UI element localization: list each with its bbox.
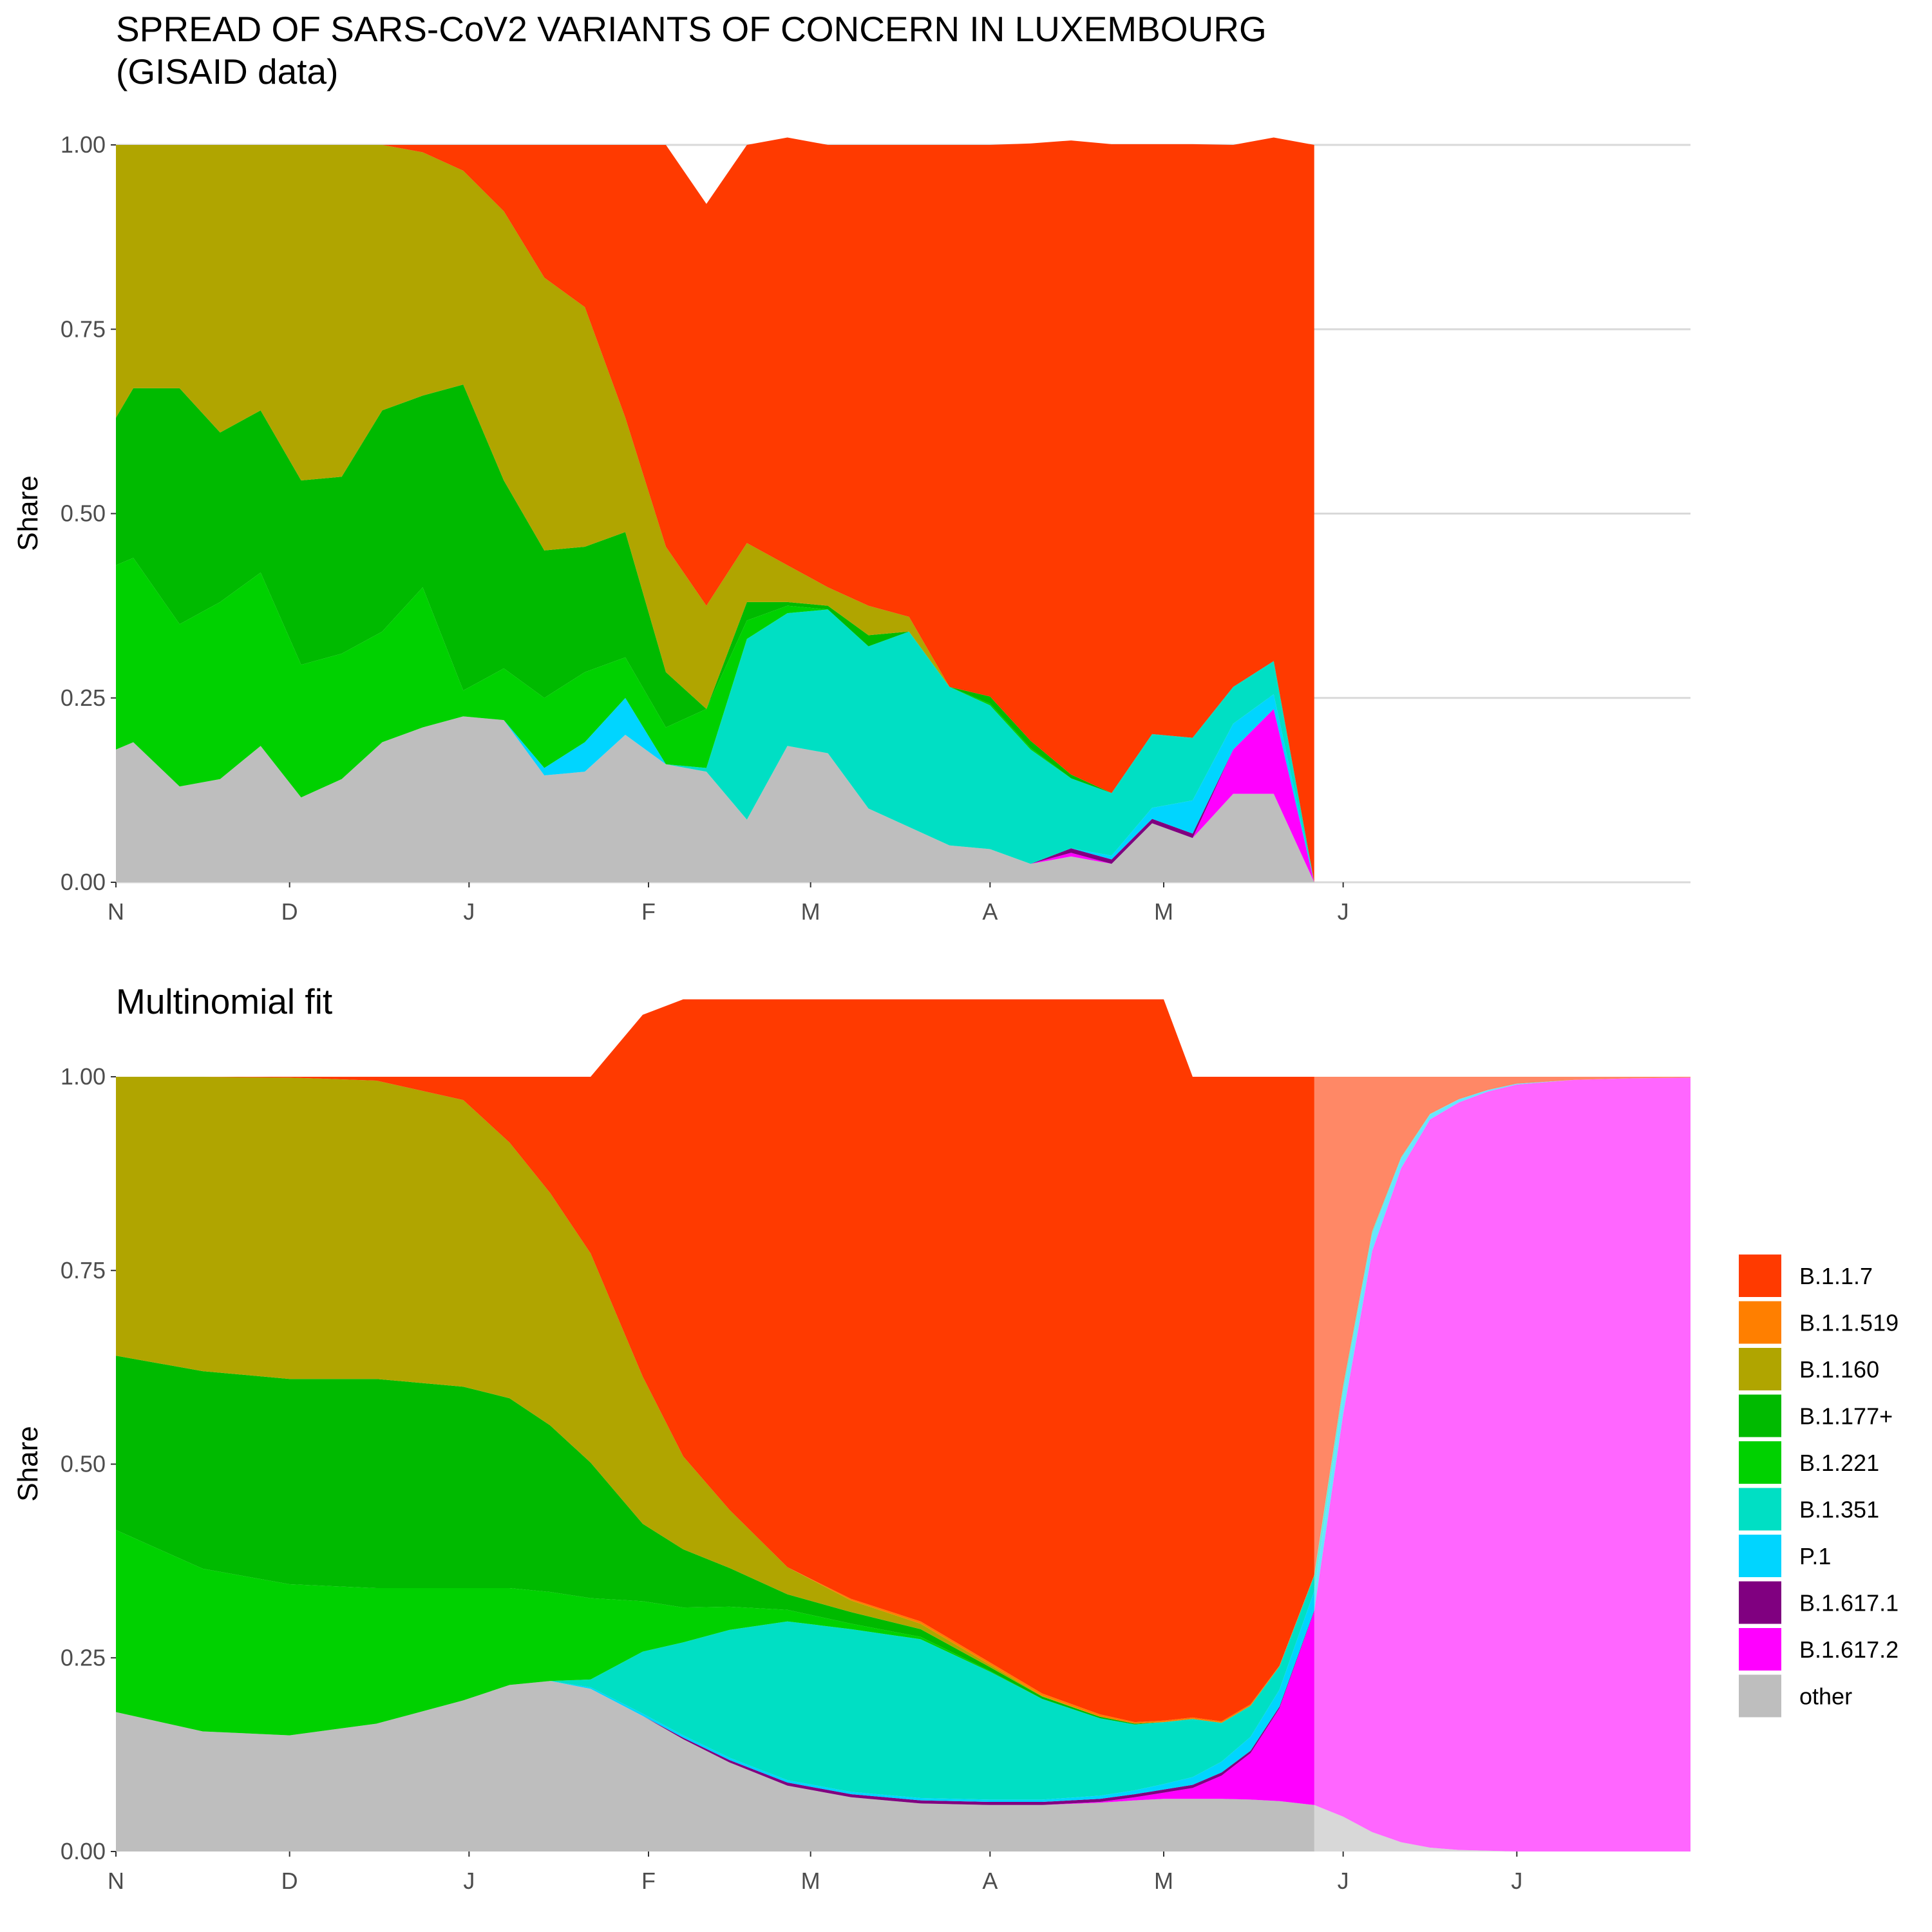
- y-tick-label: 0.00: [61, 869, 106, 895]
- x-tick-label: A: [982, 1868, 998, 1894]
- x-tick-label: M: [801, 898, 820, 925]
- x-tick-label: M: [1154, 898, 1173, 925]
- x-tick-label: M: [1154, 1868, 1173, 1894]
- bottom-chart-panel: 0.00 0.25 0.50 0.75 1.00 N D J F M A M J J Share: [12, 999, 1690, 1894]
- legend-key-b-1-177: [1739, 1394, 1781, 1437]
- legend-label-b-1-617-1: B.1.617.1: [1799, 1590, 1899, 1616]
- bottom-areas: [116, 999, 1690, 1852]
- legend-key-other: [1739, 1674, 1781, 1718]
- legend-label-b-1-1-7: B.1.1.7: [1799, 1263, 1873, 1289]
- legend-key-b-1-221: [1739, 1441, 1781, 1484]
- bottom-area-b-1-351: [116, 1077, 1690, 1800]
- x-tick-label: N: [108, 1868, 124, 1894]
- legend-label-b-1-617-2: B.1.617.2: [1799, 1636, 1899, 1663]
- x-tick-label: F: [641, 1868, 656, 1894]
- bottom-chart-title: Multinomial fit: [116, 981, 333, 1021]
- y-tick-label: 1.00: [61, 1063, 106, 1090]
- x-tick-label: D: [281, 898, 298, 925]
- legend-key-b-1-1-7: [1739, 1255, 1781, 1297]
- legend-label-b-1-221: B.1.221: [1799, 1450, 1879, 1476]
- legend-label-b-1-160: B.1.160: [1799, 1356, 1879, 1383]
- top-area-b-1-177: [116, 384, 1314, 882]
- legend: B.1.1.7 B.1.1.519 B.1.160 B.1.177+ B.1.221 B.…: [1739, 1255, 1899, 1718]
- y-tick-label: 0.25: [61, 1644, 106, 1671]
- y-tick-label: 0.75: [61, 316, 106, 342]
- top-areas: [116, 137, 1314, 882]
- legend-label-other: other: [1799, 1683, 1852, 1710]
- top-area-b-1-351: [116, 609, 1314, 882]
- x-tick-label: J: [463, 1868, 475, 1894]
- legend-label-b-1-1-519: B.1.1.519: [1799, 1310, 1899, 1336]
- legend-label-b-1-177: B.1.177+: [1799, 1403, 1893, 1430]
- x-tick-label: J: [1338, 1868, 1349, 1894]
- x-tick-label: D: [281, 1868, 298, 1894]
- x-tick-label: A: [982, 898, 998, 925]
- bottom-area-other: [116, 1681, 1690, 1852]
- legend-key-b-1-160: [1739, 1348, 1781, 1390]
- y-tick-label: 0.50: [61, 1451, 106, 1477]
- bottom-y-axis-title: Share: [12, 1426, 44, 1501]
- legend-key-b-1-617-2: [1739, 1628, 1781, 1671]
- bottom-area-b-1-1-7: [116, 999, 1690, 1723]
- bottom-area-b-1-617-2: [116, 1077, 1690, 1852]
- top-chart-title: SPREAD OF SARS-CoV2 VARIANTS OF CONCERN …: [116, 9, 1267, 91]
- legend-key-p-1: [1739, 1535, 1781, 1577]
- top-area-b-1-221: [116, 558, 1314, 882]
- legend-label-p-1: P.1: [1799, 1543, 1831, 1569]
- legend-key-b-1-351: [1739, 1488, 1781, 1531]
- bottom-area-b-1-221: [116, 1077, 1690, 1736]
- top-area-b-1-160: [116, 145, 1314, 882]
- bottom-area-b-1-177: [116, 1077, 1690, 1725]
- x-tick-label: J: [1338, 898, 1349, 925]
- projection-shade: [1314, 1077, 1690, 1852]
- x-tick-label: N: [108, 898, 124, 925]
- y-tick-label: 1.00: [61, 131, 106, 158]
- y-tick-label: 0.75: [61, 1257, 106, 1283]
- x-tick-label: F: [641, 898, 656, 925]
- y-tick-label: 0.50: [61, 500, 106, 527]
- x-tick-label: J: [463, 898, 475, 925]
- bottom-area-b-1-160: [116, 1077, 1690, 1724]
- x-tick-label: J: [1511, 1868, 1522, 1894]
- x-tick-label: M: [801, 1868, 820, 1894]
- top-y-axis-title: Share: [12, 475, 44, 551]
- top-area-other: [116, 716, 1314, 882]
- legend-key-b-1-1-519: [1739, 1301, 1781, 1344]
- y-tick-label: 0.25: [61, 685, 106, 711]
- y-tick-label: 0.00: [61, 1838, 106, 1864]
- top-area-b-1-1-7: [116, 137, 1314, 882]
- top-chart-panel: 0.00 0.25 0.50 0.75 1.00 N D J F M A M J Share: [12, 131, 1690, 925]
- legend-key-b-1-617-1: [1739, 1581, 1781, 1624]
- legend-label-b-1-351: B.1.351: [1799, 1497, 1879, 1523]
